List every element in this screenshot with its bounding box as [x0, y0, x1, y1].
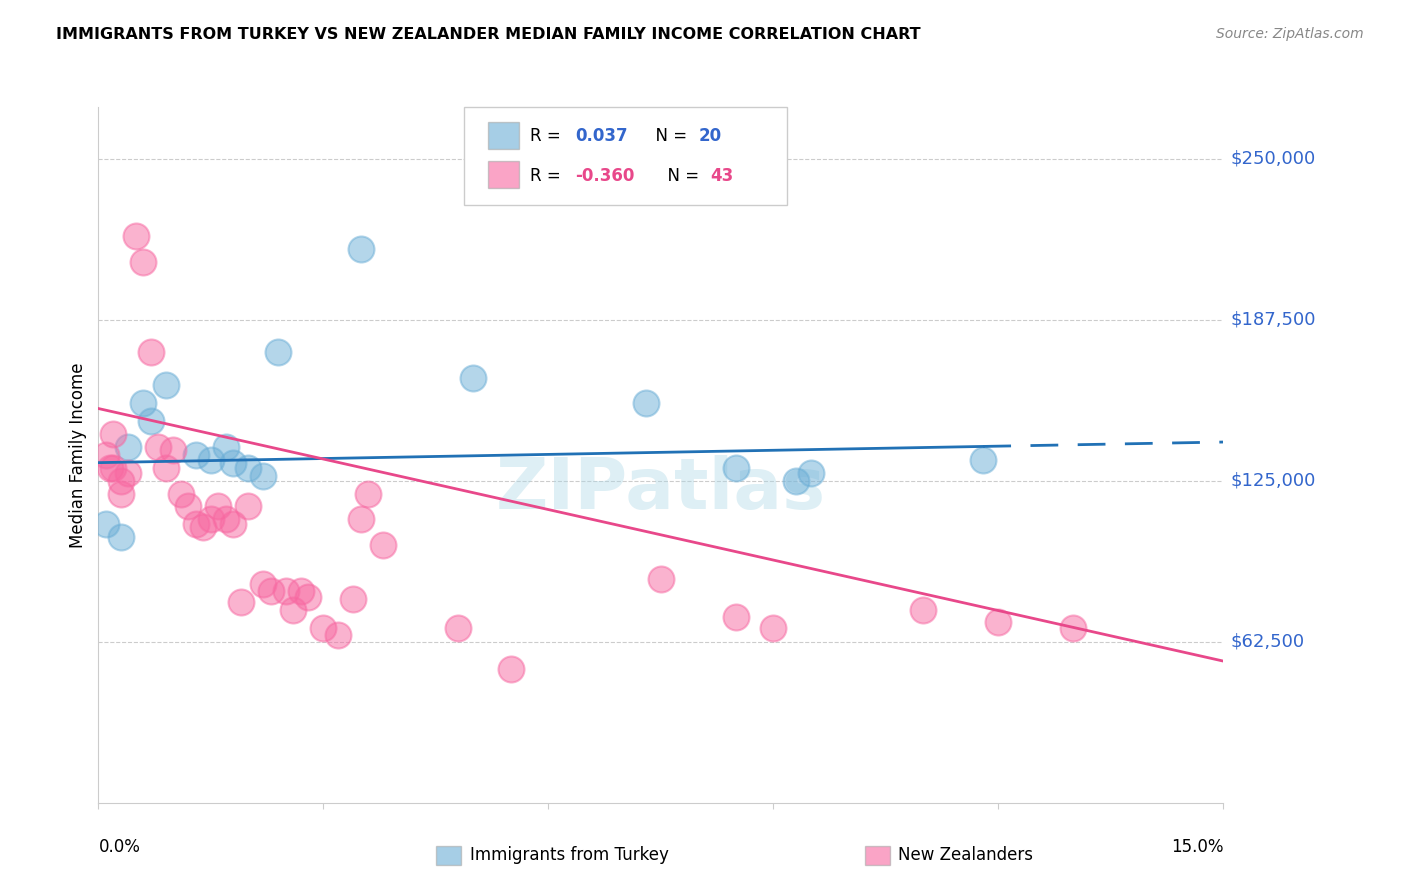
Text: R =: R =	[530, 128, 567, 145]
Y-axis label: Median Family Income: Median Family Income	[69, 362, 87, 548]
Point	[125, 228, 148, 243]
Point	[238, 500, 260, 514]
Text: Immigrants from Turkey: Immigrants from Turkey	[470, 847, 668, 864]
Point	[238, 460, 260, 475]
Point	[200, 453, 222, 467]
Text: $187,500: $187,500	[1230, 310, 1316, 328]
Point	[103, 427, 125, 442]
Point	[139, 344, 162, 359]
Point	[252, 468, 274, 483]
Point	[283, 602, 305, 616]
Text: $125,000: $125,000	[1230, 472, 1316, 490]
Point	[184, 448, 207, 462]
Text: $62,500: $62,500	[1230, 632, 1305, 651]
Text: Source: ZipAtlas.com: Source: ZipAtlas.com	[1216, 27, 1364, 41]
Point	[634, 396, 657, 410]
Text: 43: 43	[710, 167, 734, 185]
Point	[155, 460, 177, 475]
Point	[1062, 621, 1084, 635]
Point	[117, 440, 139, 454]
Point	[222, 456, 245, 470]
Point	[762, 621, 785, 635]
Point	[207, 500, 229, 514]
Point	[193, 520, 215, 534]
Point	[184, 517, 207, 532]
Point	[987, 615, 1010, 630]
Text: New Zealanders: New Zealanders	[898, 847, 1033, 864]
Point	[650, 572, 672, 586]
Point	[724, 460, 747, 475]
Text: N =: N =	[657, 167, 704, 185]
Point	[312, 621, 335, 635]
Point	[162, 442, 184, 457]
Point	[800, 466, 823, 480]
Point	[170, 486, 193, 500]
Point	[200, 512, 222, 526]
Point	[110, 486, 132, 500]
Point	[98, 460, 121, 475]
Point	[357, 486, 380, 500]
Point	[972, 453, 994, 467]
Point	[215, 440, 238, 454]
Point	[139, 414, 162, 428]
Point	[297, 590, 319, 604]
Point	[94, 448, 117, 462]
Point	[342, 592, 364, 607]
Point	[373, 538, 395, 552]
Point	[148, 440, 170, 454]
Text: $250,000: $250,000	[1230, 150, 1316, 168]
Point	[132, 254, 155, 268]
Point	[252, 576, 274, 591]
Point	[350, 512, 373, 526]
Point	[724, 610, 747, 624]
Text: 15.0%: 15.0%	[1171, 838, 1223, 856]
Point	[447, 621, 470, 635]
Text: N =: N =	[645, 128, 693, 145]
Point	[110, 530, 132, 544]
Point	[328, 628, 350, 642]
Point	[103, 460, 125, 475]
Point	[463, 370, 485, 384]
Point	[110, 474, 132, 488]
Point	[132, 396, 155, 410]
Text: 20: 20	[699, 128, 721, 145]
Point	[260, 584, 283, 599]
Text: ZIPatlas: ZIPatlas	[496, 455, 825, 524]
Point	[229, 595, 252, 609]
Point	[117, 466, 139, 480]
Point	[785, 474, 807, 488]
Text: IMMIGRANTS FROM TURKEY VS NEW ZEALANDER MEDIAN FAMILY INCOME CORRELATION CHART: IMMIGRANTS FROM TURKEY VS NEW ZEALANDER …	[56, 27, 921, 42]
Text: -0.360: -0.360	[575, 167, 634, 185]
Point	[222, 517, 245, 532]
Point	[912, 602, 935, 616]
Text: R =: R =	[530, 167, 567, 185]
Point	[94, 517, 117, 532]
Text: 0.037: 0.037	[575, 128, 627, 145]
Point	[267, 344, 290, 359]
Point	[215, 512, 238, 526]
Point	[155, 378, 177, 392]
Text: 0.0%: 0.0%	[98, 838, 141, 856]
Point	[290, 584, 312, 599]
Point	[499, 662, 522, 676]
Point	[274, 584, 297, 599]
Point	[177, 500, 200, 514]
Point	[350, 242, 373, 256]
